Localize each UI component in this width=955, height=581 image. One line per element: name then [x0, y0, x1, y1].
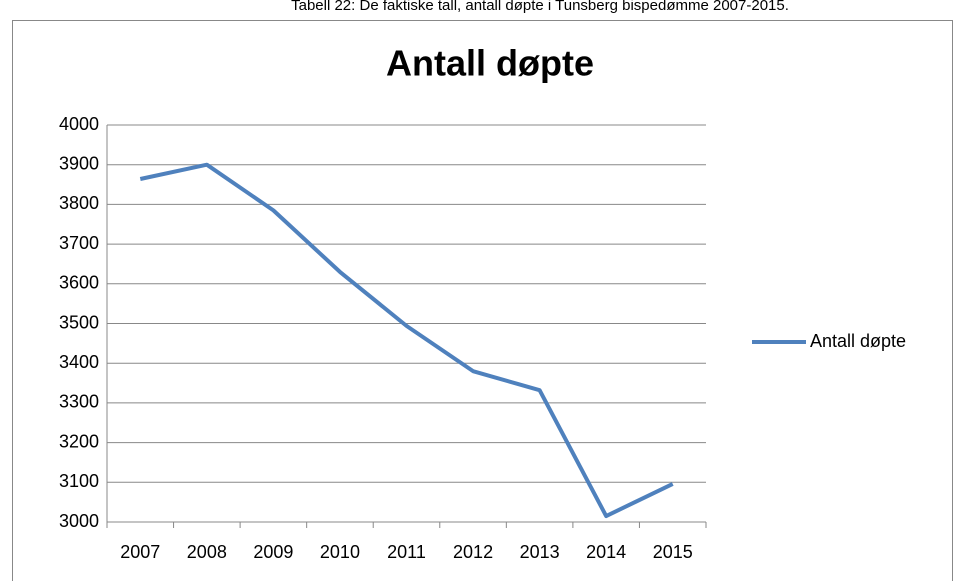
- x-tick-label: 2010: [320, 542, 360, 562]
- x-tick-label: 2008: [187, 542, 227, 562]
- y-tick-label: 3200: [59, 431, 99, 451]
- y-tick-label: 3800: [59, 193, 99, 213]
- y-tick-label: 3300: [59, 392, 99, 412]
- x-tick-label: 2007: [120, 542, 160, 562]
- y-tick-label: 3100: [59, 471, 99, 491]
- legend-label: Antall døpte: [810, 331, 906, 351]
- y-tick-label: 4000: [59, 114, 99, 134]
- y-tick-label: 3000: [59, 511, 99, 531]
- line-series: [139, 162, 674, 519]
- y-tick-label: 3500: [59, 312, 99, 332]
- x-tick-label: 2014: [586, 542, 626, 562]
- caption: Tabell 22: De faktiske tall, antall døpt…: [291, 0, 789, 14]
- y-tick-label: 3400: [59, 352, 99, 372]
- y-tick-label: 3700: [59, 233, 99, 253]
- x-tick-label: 2013: [520, 542, 560, 562]
- x-tick-label: 2009: [253, 542, 293, 562]
- chart-title: Antall døpte: [386, 43, 594, 84]
- y-tick-label: 3900: [59, 153, 99, 173]
- y-tick-label: 3600: [59, 273, 99, 293]
- x-tick-label: 2012: [453, 542, 493, 562]
- chart-frame: [12, 20, 953, 581]
- x-tick-label: 2011: [387, 542, 426, 562]
- x-tick-label: 2015: [653, 542, 693, 562]
